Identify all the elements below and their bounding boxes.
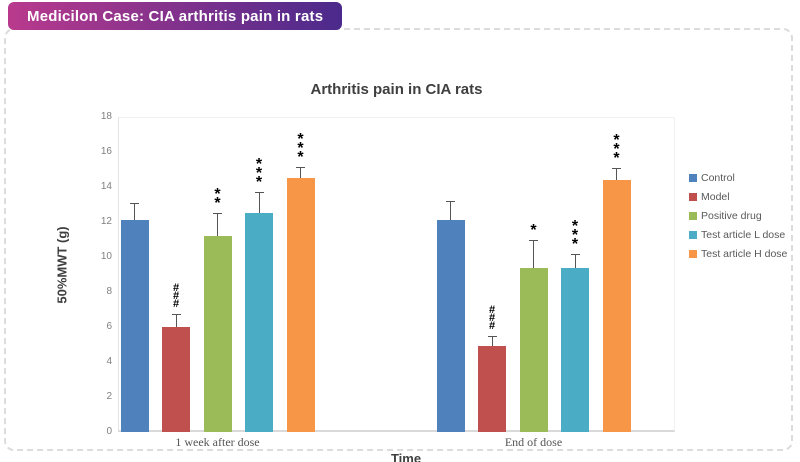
error-bar-cap [254,192,264,194]
error-bar-whisker [450,201,451,221]
y-tick-label: 18 [100,111,112,122]
legend-swatch [689,193,697,201]
legend-label: Test article L dose [701,229,786,241]
asterisk-mark: * [571,217,579,235]
error-bar-whisker [134,202,135,221]
y-axis-label: 50%MWT (g) [54,226,70,304]
asterisk-mark: * [255,156,263,174]
legend: Control Model Positive drug Test article L … [689,169,787,264]
bar [162,327,190,432]
error-bar-whisker [300,166,301,179]
chart: Arthritis pain in CIA rats 50%MWT (g) 0 2… [6,30,791,462]
significance-marker: * * * [248,156,270,192]
error-bar-whisker [491,335,493,347]
asterisk-mark: * [255,165,263,183]
bar [478,346,506,432]
error-bar-cap [487,335,497,337]
plot-area [118,117,675,432]
significance-marker: * * * [290,130,312,166]
hash-mark: # [488,303,496,316]
asterisk-mark: * [613,131,620,149]
error-bar-whisker [258,192,260,214]
y-tick-label: 14 [100,181,112,192]
legend-label: Test article H dose [701,248,788,260]
y-tick-label: 8 [106,286,112,297]
asterisk-mark: * [530,221,537,239]
error-bar-cap [296,166,305,168]
legend-swatch [689,250,697,258]
bar [602,180,631,432]
asterisk-mark: * [613,149,620,167]
legend-item: Control [689,169,787,187]
header-badge: Medicilon Case: CIA arthritis pain in ra… [8,2,343,30]
error-bar-cap [171,313,181,315]
asterisk-mark: * [255,174,263,192]
error-bar-cap [213,213,222,215]
legend-label: Model [701,191,730,203]
asterisk-mark: * [613,140,620,158]
y-tick-label: 16 [100,146,112,157]
significance-marker: * * * [606,131,628,167]
error-bar-whisker [217,213,218,236]
asterisk-mark: * [571,235,579,253]
legend-item: Model [689,188,787,206]
bar [245,213,273,432]
legend-label: Control [701,172,735,184]
legend-item: Test article H dose [689,245,787,263]
significance-marker: * * * [564,217,586,253]
error-bar-cap [612,167,621,169]
error-bar-whisker [574,253,576,268]
error-bar-cap [570,253,580,255]
significance-marker: * * [207,186,229,213]
header-badge-text: Medicilon Case: CIA arthritis pain in ra… [27,7,324,25]
x-category-label: 1 week after dose [175,435,260,449]
y-tick-label: 4 [106,356,112,367]
error-bar-whisker [533,239,534,268]
error-bar-cap [446,201,455,202]
y-tick-label: 0 [106,426,112,437]
asterisk-mark: * [214,186,221,204]
asterisk-mark: * [571,226,579,244]
hash-mark: # [172,289,180,302]
chart-title: Arthritis pain in CIA rats [310,81,483,98]
y-tick-label: 2 [106,391,112,402]
legend-label: Positive drug [701,210,762,222]
error-bar-whisker [616,167,617,180]
error-bar-whisker [175,313,177,327]
significance-marker: # # # [165,281,187,310]
bar [561,267,589,432]
significance-marker: * [523,221,545,239]
bar [286,178,315,432]
x-axis-label: Time [390,451,422,462]
error-bar-cap [130,202,139,204]
dashed-panel: Arthritis pain in CIA rats 50%MWT (g) 0 2… [4,28,793,462]
y-tick-label: 10 [100,251,112,262]
legend-item: Test article L dose [689,226,787,244]
hash-mark: # [488,319,496,332]
bar [436,220,465,432]
y-tick-label: 6 [106,321,112,332]
significance-marker: # # # [481,303,503,332]
legend-swatch [689,212,697,220]
legend-swatch [689,174,697,182]
asterisk-mark: * [297,130,304,148]
bar [120,220,149,432]
hash-mark: # [488,311,496,324]
legend-item: Positive drug [689,207,787,225]
legend-swatch [689,231,697,239]
asterisk-mark: * [214,195,221,213]
bar [203,236,232,432]
asterisk-mark: * [297,148,304,166]
x-category-label: End of dose [504,435,563,449]
bar [519,267,548,432]
hash-mark: # [172,297,180,310]
y-tick-label: 12 [100,216,112,227]
hash-mark: # [172,281,180,294]
error-bar-cap [529,239,538,241]
asterisk-mark: * [297,139,304,157]
